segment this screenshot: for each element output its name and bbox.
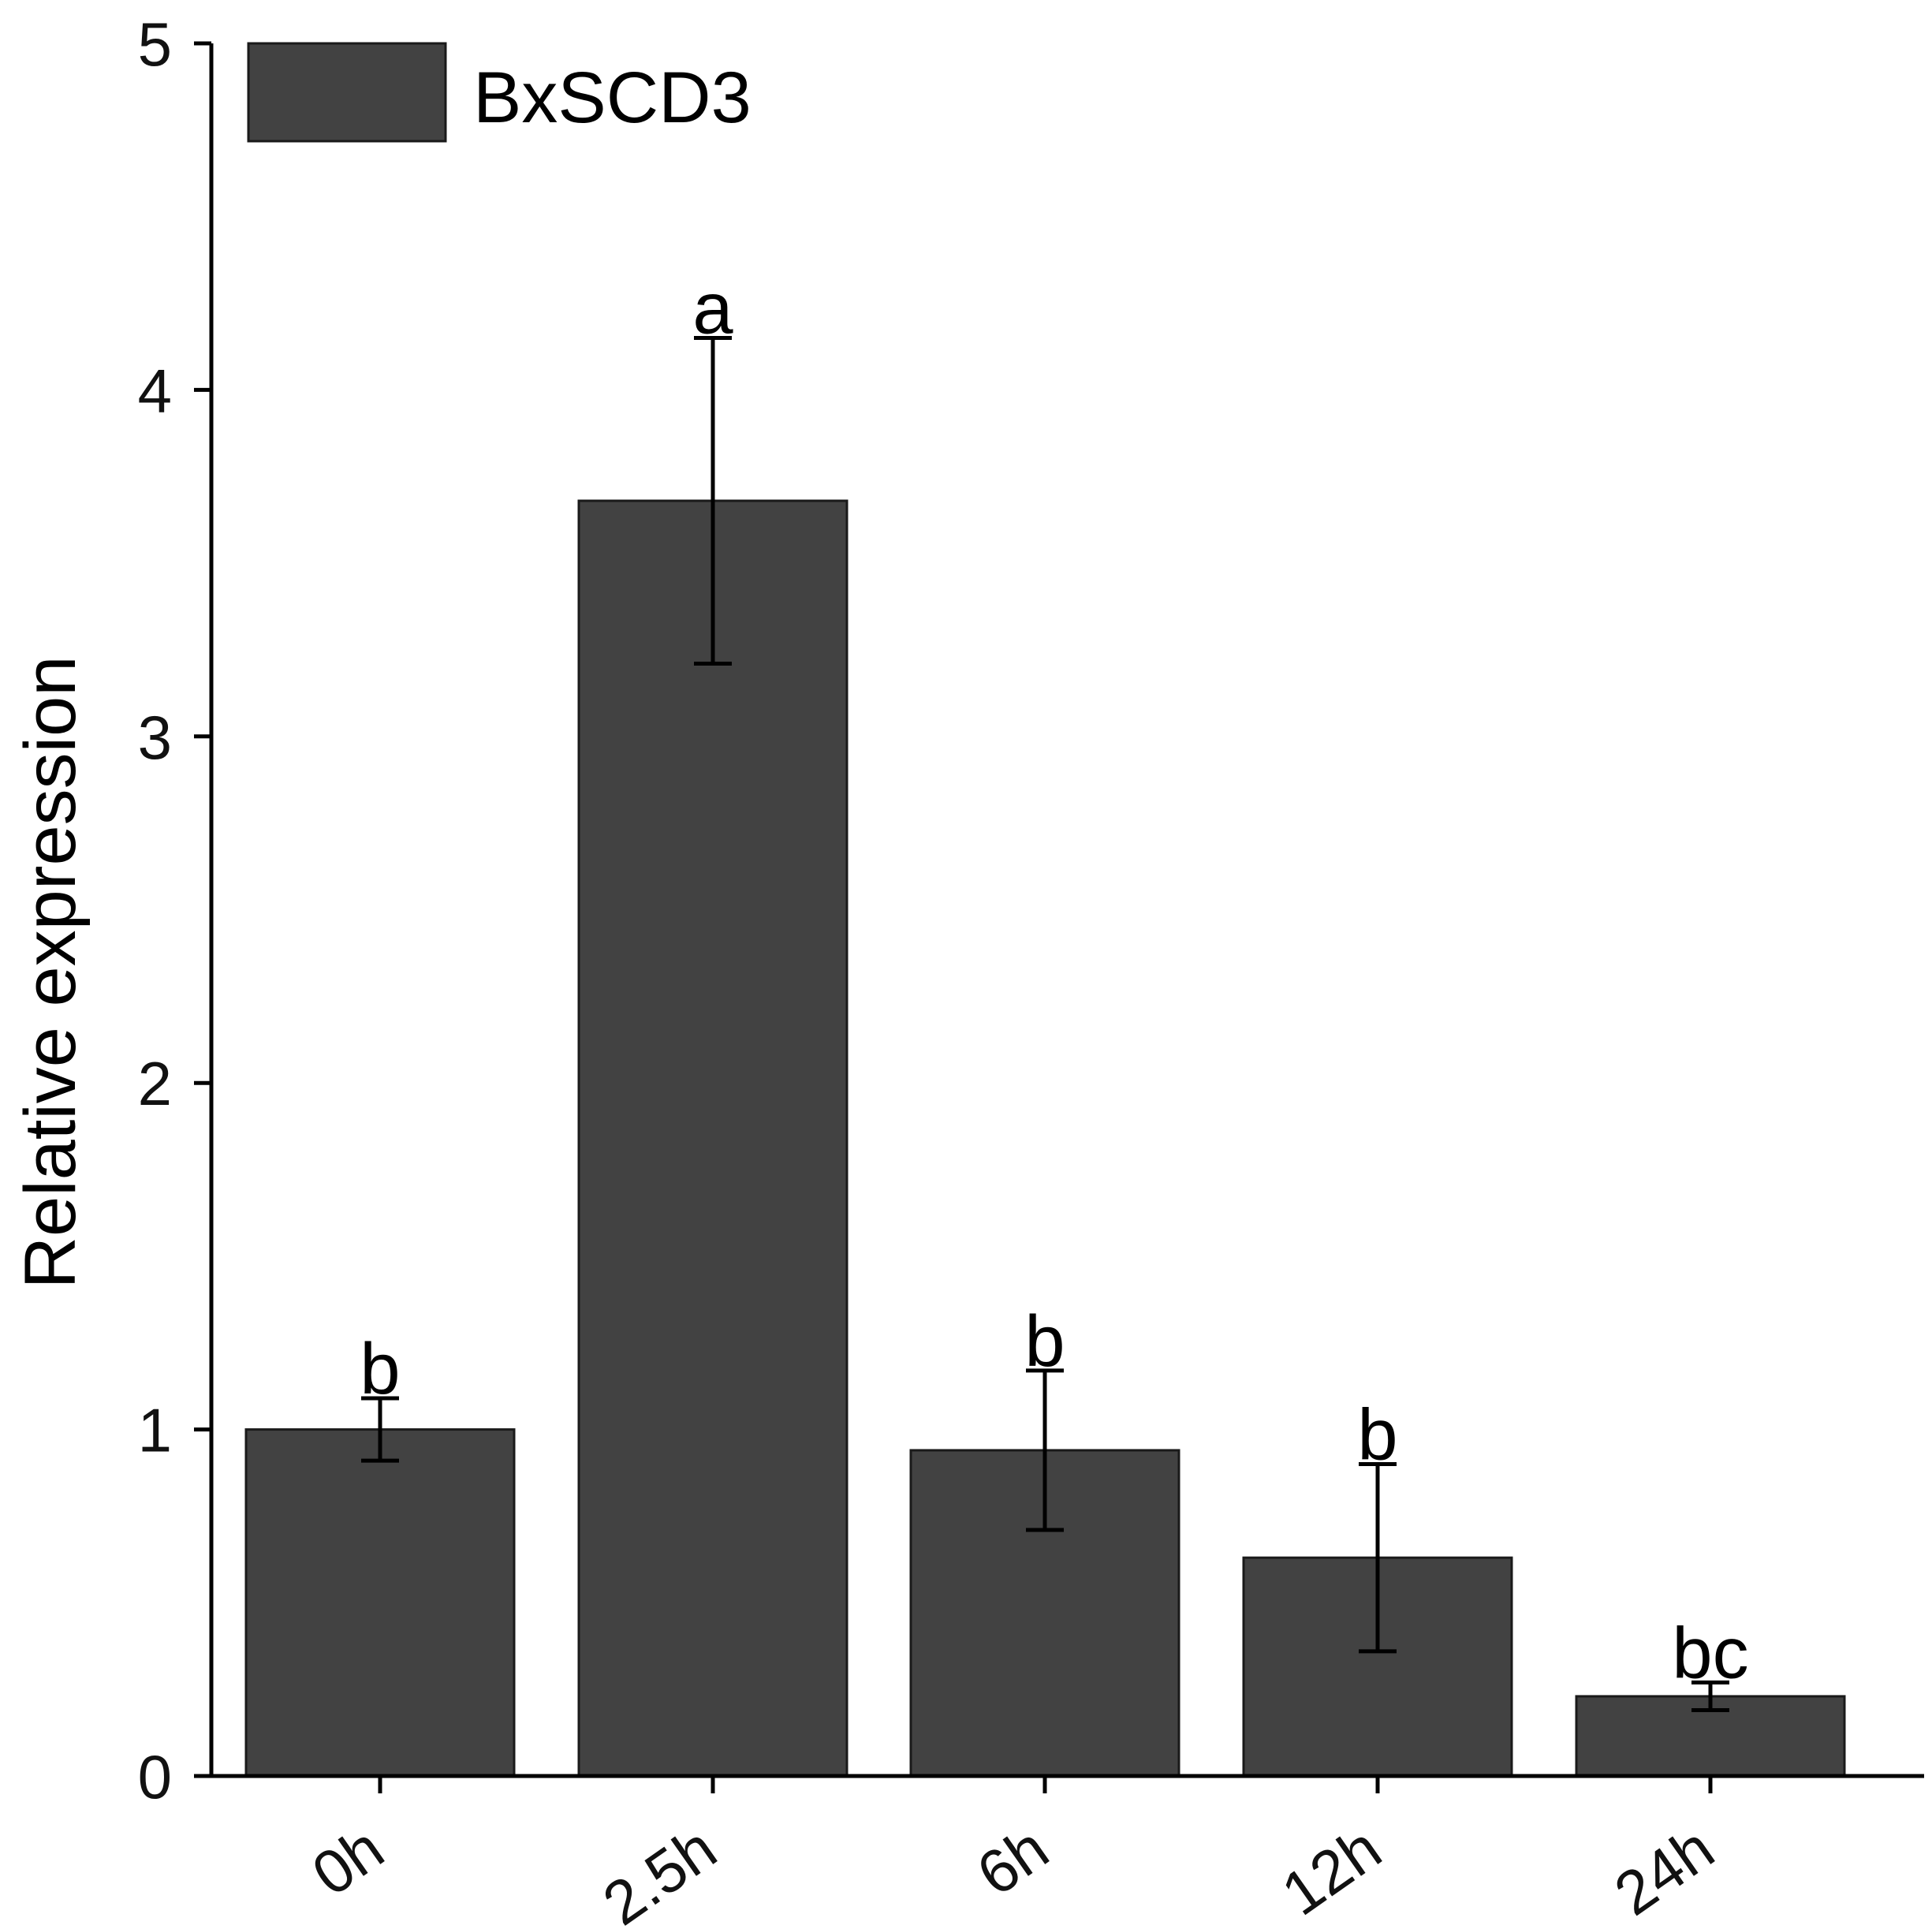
axes <box>209 43 1924 1778</box>
x-tick-label-24h: 24h <box>1602 1813 1726 1929</box>
x-tick-label-12h: 12h <box>1270 1813 1393 1929</box>
y-tick-label-3: 3 <box>138 703 172 772</box>
x-tick-label-0h: 0h <box>300 1813 396 1909</box>
y-tick-label-4: 4 <box>138 356 172 425</box>
bar-0h <box>244 1428 516 1778</box>
x-ticks: 0h 2.5h 6h 12h 24h <box>300 1776 1726 1929</box>
y-tick-label-0: 0 <box>138 1742 172 1811</box>
y-ticks: 0 1 2 3 4 5 <box>138 9 211 1811</box>
bar-2.5h <box>577 499 849 1778</box>
legend-swatch <box>247 42 447 143</box>
legend-label: BxSCD3 <box>473 58 752 138</box>
significance-label-12h: b <box>1357 1395 1397 1476</box>
significance-label-2.5h: a <box>692 268 733 349</box>
significance-label-6h: b <box>1024 1301 1065 1382</box>
y-tick-label-1: 1 <box>138 1396 172 1465</box>
error-bars-layer <box>361 335 1729 1713</box>
significance-label-24h: bc <box>1672 1613 1748 1693</box>
y-tick-label-5: 5 <box>138 9 172 79</box>
x-tick-label-2.5h: 2.5h <box>591 1813 729 1929</box>
significance-label-0h: b <box>360 1329 400 1409</box>
x-tick-label-6h: 6h <box>964 1813 1061 1909</box>
y-tick-label-2: 2 <box>138 1049 172 1118</box>
significance-labels-layer: b a b b bc <box>360 268 1748 1693</box>
legend: BxSCD3 <box>247 42 752 143</box>
y-axis-title: Relative expression <box>10 656 91 1289</box>
bars-layer <box>244 499 1846 1778</box>
